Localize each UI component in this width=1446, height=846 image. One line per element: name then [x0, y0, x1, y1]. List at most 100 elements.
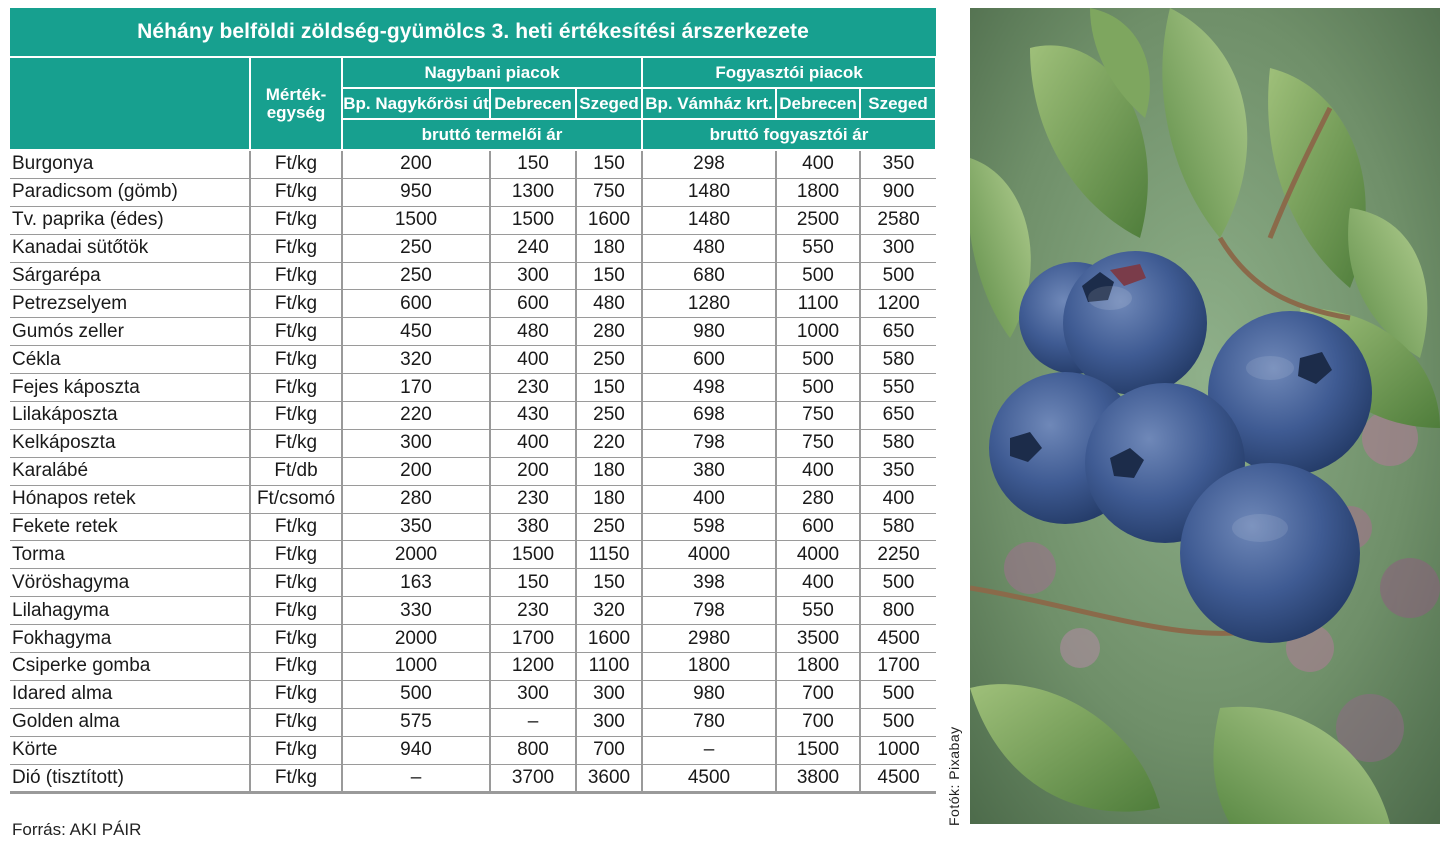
price-cell: 480	[489, 317, 576, 347]
product-name-cell: Lilakáposzta	[10, 401, 250, 430]
price-cell: 550	[775, 234, 860, 263]
price-cell: 550	[858, 373, 937, 403]
product-name-cell: Fokhagyma	[10, 624, 250, 654]
price-cell: 1000	[341, 652, 490, 681]
price-cell: 150	[575, 262, 642, 291]
unit-cell: Ft/kg	[249, 206, 343, 235]
unit-cell: Ft/csomó	[249, 485, 343, 514]
price-cell: 1100	[775, 289, 860, 319]
price-cell: 250	[575, 401, 642, 430]
price-cell: 1500	[489, 206, 576, 235]
unit-cell: Ft/kg	[249, 373, 343, 403]
price-cell: 3700	[489, 764, 576, 795]
unit-cell: Ft/kg	[249, 708, 343, 737]
price-cell: 698	[641, 401, 776, 430]
table-row: Petrezselyem Ft/kg 600 600 480 1280 1100 1200	[10, 289, 937, 319]
price-cell: 1500	[341, 206, 490, 235]
product-name-cell: Fekete retek	[10, 513, 250, 542]
table-row: Tv. paprika (édes) Ft/kg 1500 1500 1600 1480 2…	[10, 206, 937, 235]
unit-cell: Ft/kg	[249, 345, 343, 375]
price-cell: 1800	[775, 178, 860, 207]
product-name-cell: Kelkáposzta	[10, 429, 250, 458]
price-cell: 500	[858, 568, 937, 598]
price-cell: 4500	[641, 764, 776, 795]
price-cell: 1000	[858, 736, 937, 765]
price-cell: 1600	[575, 624, 642, 654]
consumer-price-type-header: bruttó fogyasztói ár	[640, 118, 938, 151]
table-row: Paradicsom (gömb) Ft/kg 950 1300 750 1480 1800…	[10, 178, 937, 207]
price-cell: 250	[575, 513, 642, 542]
price-cell: 750	[575, 178, 642, 207]
price-cell: 800	[858, 596, 937, 626]
unit-cell: Ft/kg	[249, 289, 343, 319]
price-cell: 200	[341, 457, 490, 486]
price-cell: –	[341, 764, 490, 795]
unit-cell: Ft/kg	[249, 568, 343, 598]
price-cell: 1280	[641, 289, 776, 319]
price-cell: 1200	[858, 289, 937, 319]
price-cell: 2000	[341, 624, 490, 654]
price-cell: 750	[775, 401, 860, 430]
price-cell: 1700	[489, 624, 576, 654]
price-cell: 400	[775, 457, 860, 486]
product-name-cell: Golden alma	[10, 708, 250, 737]
price-cell: 170	[341, 373, 490, 403]
product-name-cell: Karalábé	[10, 457, 250, 486]
product-name-cell: Fejes káposzta	[10, 373, 250, 403]
table-row: Karalábé Ft/db 200 200 180 380 400 350	[10, 457, 937, 486]
price-cell: 2980	[641, 624, 776, 654]
market-header-bp-nagykorosi: Bp. Nagykőrösi út	[341, 87, 491, 120]
table-row: Fejes káposzta Ft/kg 170 230 150 498 500 550	[10, 373, 937, 403]
market-header-debrecen-consumer: Debrecen	[775, 87, 861, 120]
table-title: Néhány belföldi zöldség-gyümölcs 3. heti…	[10, 8, 936, 56]
price-cell: 200	[489, 457, 576, 486]
market-header-szeged-consumer: Szeged	[858, 87, 938, 120]
unit-cell: Ft/kg	[249, 736, 343, 765]
consumer-group-header: Fogyasztói piacok	[640, 56, 938, 89]
price-cell: 4000	[775, 540, 860, 570]
table-row: Fokhagyma Ft/kg 2000 1700 1600 2980 3500 4500	[10, 624, 937, 654]
price-cell: 680	[641, 262, 776, 291]
product-name-cell: Gumós zeller	[10, 317, 250, 347]
price-cell: 3500	[775, 624, 860, 654]
price-cell: 780	[641, 708, 776, 737]
price-cell: 1800	[775, 652, 860, 681]
price-cell: 298	[641, 148, 776, 179]
price-cell: 280	[775, 485, 860, 514]
price-cell: 575	[341, 708, 490, 737]
unit-cell: Ft/kg	[249, 624, 343, 654]
price-cell: 500	[858, 262, 937, 291]
product-name-cell: Cékla	[10, 345, 250, 375]
price-cell: 350	[858, 148, 937, 179]
price-cell: 900	[858, 178, 937, 207]
unit-header-line1: Mérték-	[265, 84, 327, 104]
product-name-cell: Kanadai sütőtök	[10, 234, 250, 263]
table-row: Vöröshagyma Ft/kg 163 150 150 398 400 500	[10, 568, 937, 598]
price-cell: 700	[575, 736, 642, 765]
price-cell: 380	[641, 457, 776, 486]
table-row: Csiperke gomba Ft/kg 1000 1200 1100 1800 1800 1…	[10, 652, 937, 681]
product-name-cell: Petrezselyem	[10, 289, 250, 319]
price-cell: 330	[341, 596, 490, 626]
price-cell: 250	[341, 234, 490, 263]
price-cell: 150	[575, 373, 642, 403]
price-cell: 1700	[858, 652, 937, 681]
price-cell: 430	[489, 401, 576, 430]
price-cell: 500	[775, 373, 860, 403]
table-row: Hónapos retek Ft/csomó 280 230 180 400 280 400	[10, 485, 937, 514]
wholesale-group-header: Nagybani piacok	[341, 56, 643, 89]
price-cell: 1480	[641, 178, 776, 207]
price-cell: 4500	[858, 764, 937, 795]
table-row: Idared alma Ft/kg 500 300 300 980 700 500	[10, 680, 937, 709]
price-cell: 300	[858, 234, 937, 263]
unit-cell: Ft/kg	[249, 401, 343, 430]
price-cell: 400	[641, 485, 776, 514]
product-name-cell: Hónapos retek	[10, 485, 250, 514]
price-cell: 2250	[858, 540, 937, 570]
table-row: Golden alma Ft/kg 575–300 780 700 500	[10, 708, 937, 737]
price-cell: 380	[489, 513, 576, 542]
price-cell: 3800	[775, 764, 860, 795]
unit-header-line2: egység	[266, 102, 326, 122]
unit-cell: Ft/kg	[249, 429, 343, 458]
table-body: Burgonya Ft/kg 200 150 150 298 400 350 Paradicso…	[10, 148, 937, 795]
